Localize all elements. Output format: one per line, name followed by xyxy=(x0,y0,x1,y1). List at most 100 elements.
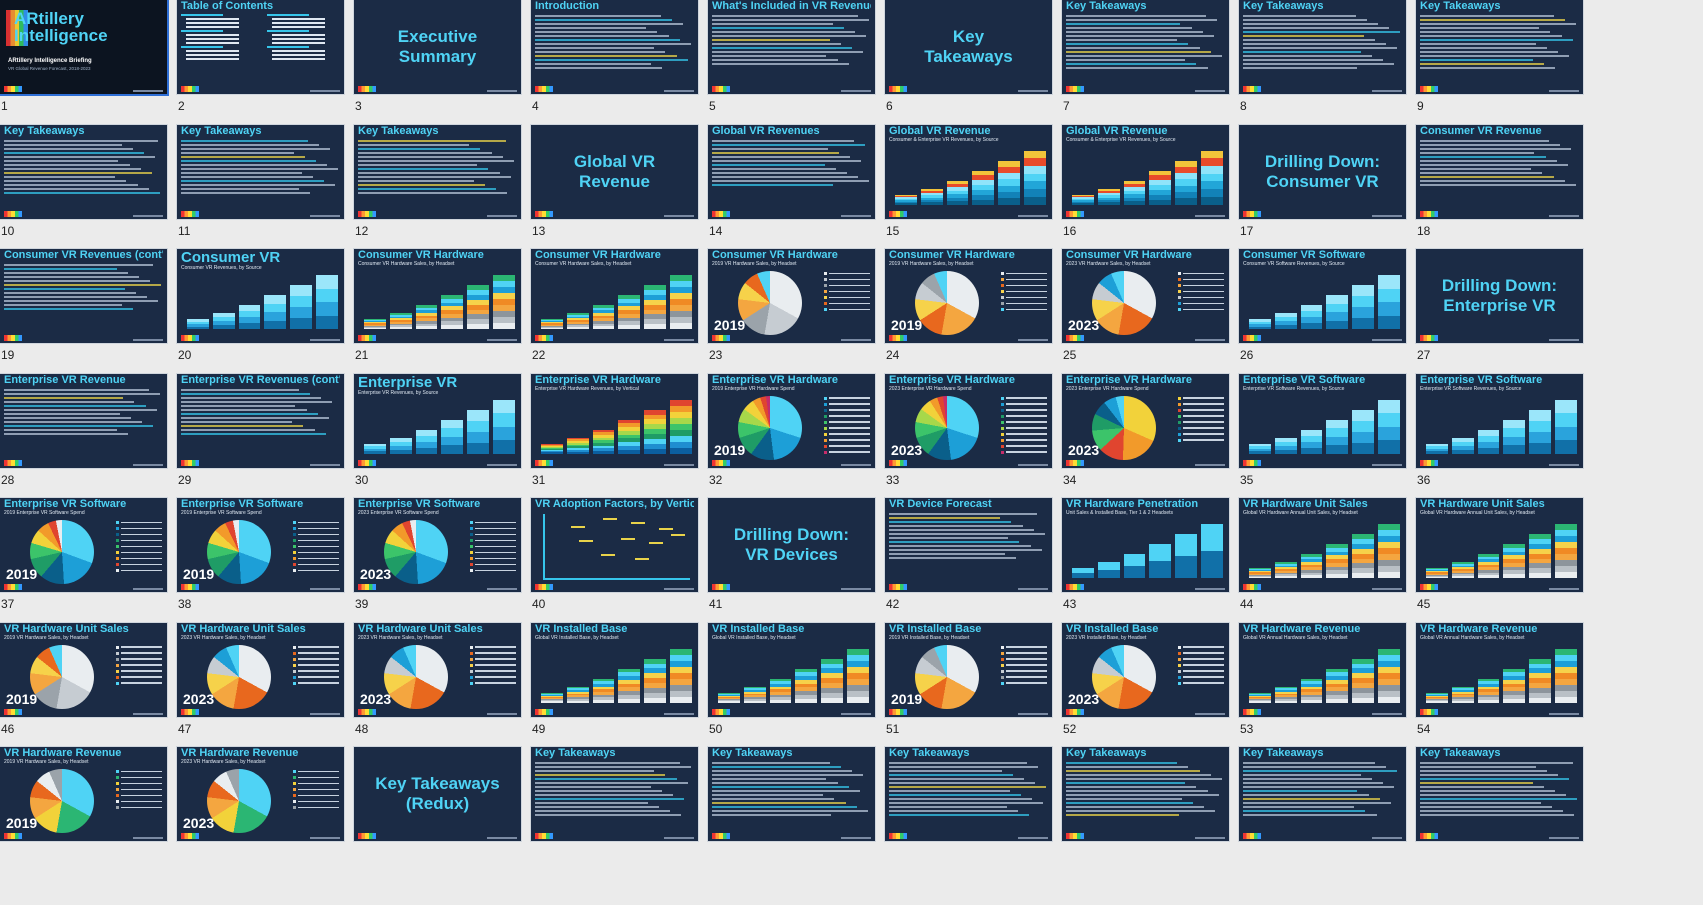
bar-segment xyxy=(1426,572,1448,574)
slide-thumbnail-49[interactable]: VR Installed Base Global VR Installed Bas… xyxy=(531,622,698,717)
slide-thumbnail-41[interactable]: Drilling Down: VR Devices xyxy=(708,498,875,592)
slide-thumbnail-52[interactable]: VR Installed Base 2023 VR Installed Base,… xyxy=(1062,622,1229,717)
bar-segment xyxy=(920,197,943,200)
text-line xyxy=(889,782,1036,784)
legend-item xyxy=(1178,289,1224,294)
slide-thumbnail-x56[interactable]: Key Takeaways (Redux) xyxy=(354,747,521,841)
footer-text xyxy=(133,463,163,466)
slide-thumbnail-14[interactable]: Global VR Revenues xyxy=(708,124,875,219)
bar xyxy=(541,443,563,454)
slide-thumbnail-45[interactable]: VR Hardware Unit Sales Global VR Hardware… xyxy=(1416,498,1583,592)
slide-thumbnail-7[interactable]: Key Takeaways xyxy=(1062,0,1229,94)
slide-thumbnail-x55[interactable]: VR Hardware Revenue 2023 VR Hardware Sale… xyxy=(177,747,344,841)
slide-thumbnail-15[interactable]: Global VR Revenue Consumer & Enterprise V… xyxy=(885,124,1052,219)
footer-text xyxy=(1372,588,1402,590)
slide-thumbnail-16[interactable]: Global VR Revenue Consumer & Enterprise V… xyxy=(1062,124,1229,219)
slide-thumbnail-22[interactable]: Consumer VR Hardware Consumer VR Hardware… xyxy=(531,249,698,343)
bar xyxy=(895,194,917,205)
slide-thumbnail-33[interactable]: Enterprise VR Hardware 2023 Enterprise VR… xyxy=(885,373,1052,468)
slide-thumbnail-8[interactable]: Key Takeaways xyxy=(1239,0,1406,94)
slide-thumbnail-47[interactable]: VR Hardware Unit Sales 2023 VR Hardware S… xyxy=(177,622,344,717)
slide-thumbnail-1[interactable]: ARtillery Intelligence ARtillery Intellig… xyxy=(0,0,167,94)
slide-thumbnail-24[interactable]: Consumer VR Hardware 2019 VR Hardware Sal… xyxy=(885,249,1052,343)
slide-thumbnail-46[interactable]: VR Hardware Unit Sales 2019 VR Hardware S… xyxy=(0,622,167,717)
bar-segment xyxy=(389,441,412,446)
slide-thumbnail-5[interactable]: What's Included in VR Revenue Totals? xyxy=(708,0,875,94)
slide-subtitle: 2019 Enterprise VR Hardware Spend xyxy=(712,385,795,392)
bar-segment xyxy=(364,324,386,326)
bar-segment xyxy=(998,166,1021,174)
slide-thumbnail-12[interactable]: Key Takeaways xyxy=(354,124,521,219)
bar-segment xyxy=(920,195,943,198)
slide-thumbnail-23[interactable]: Consumer VR Hardware 2019 VR Hardware Sal… xyxy=(708,249,875,343)
slide-thumbnail-36[interactable]: Enterprise VR Software Enterprise VR Soft… xyxy=(1416,373,1583,468)
slide-cell: Key Takeaways 7 xyxy=(1062,0,1232,135)
slide-thumbnail-10[interactable]: Key Takeaways xyxy=(0,124,167,219)
slide-thumbnail-40[interactable]: VR Adoption Factors, by Vertical xyxy=(531,498,698,592)
slide-thumbnail-37[interactable]: Enterprise VR Software 2019 Enterprise VR… xyxy=(0,498,167,592)
bar-segment xyxy=(1378,542,1400,548)
slide-thumbnail-34[interactable]: Enterprise VR Hardware 2023 Enterprise VR… xyxy=(1062,373,1229,468)
slide-thumbnail-18[interactable]: Consumer VR Revenue xyxy=(1416,124,1583,219)
slide-thumbnail-38[interactable]: Enterprise VR Software 2019 Enterprise VR… xyxy=(177,498,344,592)
slide-thumbnail-30[interactable]: Enterprise VR Enterprise VR Revenues, by … xyxy=(354,373,521,468)
slide-thumbnail-21[interactable]: Consumer VR Hardware Consumer VR Hardware… xyxy=(354,249,521,343)
bar-segment xyxy=(1477,681,1500,684)
slide-thumbnail-44[interactable]: VR Hardware Unit Sales Global VR Hardware… xyxy=(1239,498,1406,592)
legend-item xyxy=(116,781,162,786)
slide-thumbnail-26[interactable]: Consumer VR Software Consumer VR Software… xyxy=(1239,249,1406,343)
legend-swatch xyxy=(293,788,296,791)
bar-segment xyxy=(1249,451,1271,454)
slide-thumbnail-42[interactable]: VR Device Forecast xyxy=(885,498,1052,592)
slide-thumbnail-48[interactable]: VR Hardware Unit Sales 2023 VR Hardware S… xyxy=(354,622,521,717)
slide-thumbnail-17[interactable]: Drilling Down: Consumer VR xyxy=(1239,124,1406,219)
slide-thumbnail-x54[interactable]: VR Hardware Revenue 2019 VR Hardware Sale… xyxy=(0,747,167,841)
text-line xyxy=(535,67,663,69)
slide-thumbnail-35[interactable]: Enterprise VR Software Enterprise VR Soft… xyxy=(1239,373,1406,468)
slide-thumbnail-x57[interactable]: Key Takeaways xyxy=(531,747,698,841)
text-line xyxy=(535,806,660,808)
bar-segment xyxy=(1175,166,1198,174)
slide-thumbnail-4[interactable]: Introduction xyxy=(531,0,698,94)
bar-segment xyxy=(670,648,692,655)
slide-thumbnail-39[interactable]: Enterprise VR Software 2023 Enterprise VR… xyxy=(354,498,521,592)
slide-thumbnail-11[interactable]: Key Takeaways xyxy=(177,124,344,219)
text-line xyxy=(1066,802,1194,804)
legend-swatch xyxy=(824,414,827,418)
slide-thumbnail-x62[interactable]: Key Takeaways xyxy=(1416,747,1583,841)
slide-thumbnail-29[interactable]: Enterprise VR Revenues (cont'd) xyxy=(177,373,344,468)
slide-thumbnail-53[interactable]: VR Hardware Revenue Global VR Annual Hard… xyxy=(1239,622,1406,717)
slide-thumbnail-x58[interactable]: Key Takeaways xyxy=(708,747,875,841)
slide-thumbnail-x59[interactable]: Key Takeaways xyxy=(885,747,1052,841)
slide-thumbnail-28[interactable]: Enterprise VR Revenue xyxy=(0,373,167,468)
text-line xyxy=(889,557,1017,559)
slide-thumbnail-13[interactable]: Global VR Revenue xyxy=(531,124,698,219)
slide-thumbnail-50[interactable]: VR Installed Base Global VR Installed Bas… xyxy=(708,622,875,717)
bar-segment xyxy=(1072,197,1094,199)
slide-thumbnail-2[interactable]: Table of Contents xyxy=(177,0,344,94)
text-line xyxy=(889,529,1034,531)
slide-thumbnail-31[interactable]: Enterprise VR Hardware Enterprise VR Hard… xyxy=(531,373,698,468)
slide-thumbnail-54[interactable]: VR Hardware Revenue Global VR Annual Hard… xyxy=(1416,622,1583,717)
slide-thumbnail-9[interactable]: Key Takeaways xyxy=(1416,0,1583,94)
slide-thumbnail-27[interactable]: Drilling Down: Enterprise VR xyxy=(1416,249,1583,343)
bar xyxy=(946,180,969,205)
slide-thumbnail-x61[interactable]: Key Takeaways xyxy=(1239,747,1406,841)
slide-thumbnail-20[interactable]: Consumer VR Consumer VR Revenues, by Sour… xyxy=(177,249,344,343)
legend-text xyxy=(1183,676,1224,678)
slide-subtitle: 2023 Enterprise VR Software Spend xyxy=(358,510,439,516)
slide-number: 4 xyxy=(532,99,539,113)
bar-segment xyxy=(389,327,412,329)
slide-thumbnail-51[interactable]: VR Installed Base 2019 VR Installed Base,… xyxy=(885,622,1052,717)
slide-thumbnail-43[interactable]: VR Hardware Penetration Unit Sales & Inst… xyxy=(1062,498,1229,592)
bar-segment xyxy=(1451,565,1474,568)
slide-thumbnail-32[interactable]: Enterprise VR Hardware 2019 Enterprise VR… xyxy=(708,373,875,468)
slide-thumbnail-x60[interactable]: Key Takeaways xyxy=(1062,747,1229,841)
bar-segment xyxy=(1477,567,1500,571)
slide-thumbnail-19[interactable]: Consumer VR Revenues (cont'd) xyxy=(0,249,167,343)
slide-thumbnail-3[interactable]: Executive Summary xyxy=(354,0,521,94)
legend-swatch xyxy=(1001,396,1004,400)
text-line xyxy=(4,412,121,415)
slide-thumbnail-25[interactable]: Consumer VR Hardware 2023 VR Hardware Sal… xyxy=(1062,249,1229,343)
slide-thumbnail-6[interactable]: Key Takeaways xyxy=(885,0,1052,94)
